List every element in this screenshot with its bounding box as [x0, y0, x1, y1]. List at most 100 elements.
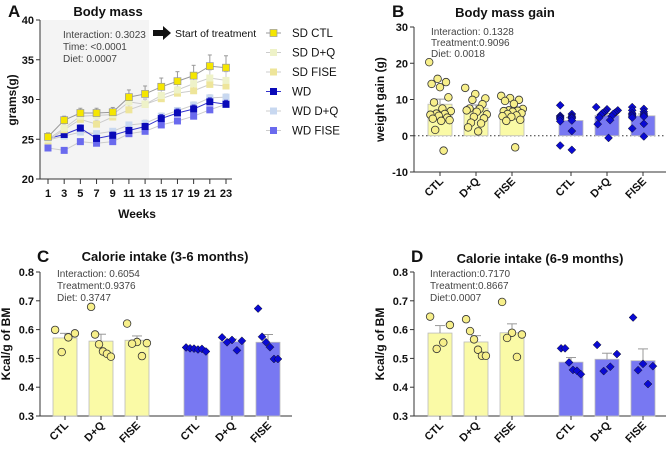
bar-group-wd-dq [217, 333, 247, 417]
data-point [64, 333, 73, 342]
data-point [461, 315, 471, 324]
data-point [222, 337, 232, 347]
data-point [497, 297, 507, 307]
bar-group-wd-ctl [181, 343, 211, 417]
x-tick-label: 21 [204, 188, 216, 200]
data-point [122, 319, 132, 328]
x-tick-label: FISE [492, 420, 518, 446]
data-point [50, 325, 60, 335]
data-point [206, 80, 214, 88]
x-tick-label: 11 [123, 188, 135, 200]
data-point [222, 82, 230, 90]
data-point [564, 358, 574, 367]
data-point [509, 99, 519, 109]
data-point [469, 335, 479, 344]
data-point [560, 343, 570, 353]
panel-d-calorie-intake-6-9-chart: D Calorie intake (6-9 months) 0.3 0.4 0.5 0… [373, 247, 666, 445]
stat-treatment: Treatment:0.9376 [57, 281, 136, 292]
data-point [257, 332, 267, 342]
data-point [593, 119, 603, 129]
legend-marker [270, 49, 277, 56]
x-tick-label: 3 [61, 188, 67, 200]
stat-diet: Diet: 0.0018 [431, 49, 485, 60]
x-tick-label: D+Q [457, 175, 482, 200]
data-point [125, 106, 133, 114]
data-point [444, 93, 453, 102]
data-point [141, 123, 149, 131]
data-point [555, 116, 565, 126]
x-tick-label: CTL [423, 175, 447, 199]
data-point [433, 74, 442, 84]
bar-group-wd-ctl [555, 100, 584, 155]
data-point [76, 128, 84, 136]
stat-interaction: Interaction:0.7170 [430, 269, 510, 280]
stat-interaction: Interaction: 0.3023 [63, 30, 146, 41]
data-point [435, 82, 445, 92]
data-point [108, 108, 117, 117]
bar-group-sd-fise [497, 297, 527, 417]
x-tick-label: CTL [423, 419, 447, 443]
data-point [141, 90, 149, 98]
data-point [173, 109, 181, 117]
data-point [44, 133, 52, 141]
data-point [473, 345, 483, 354]
y-tick-label: 0.8 [19, 267, 34, 279]
stat-diet: Diet: 0.0007 [63, 54, 117, 65]
data-point [261, 337, 271, 347]
data-point [500, 96, 510, 106]
data-point [627, 113, 637, 122]
data-point [648, 361, 658, 371]
y-tick-label: 35 [22, 55, 34, 67]
data-point [237, 336, 247, 346]
data-point [576, 369, 586, 379]
stat-interaction: Interaction: 0.1328 [431, 27, 514, 38]
data-point [173, 117, 181, 125]
data-point [201, 347, 211, 356]
data-point [190, 80, 198, 88]
bar-group-sd-fise [497, 91, 527, 152]
data-point [205, 62, 214, 70]
bar-group-sd-dq [86, 302, 116, 417]
data-point [222, 100, 230, 108]
y-tick-label: 20 [22, 174, 34, 186]
y-tick-label: 0.3 [19, 411, 34, 423]
y-tick-label: 25 [22, 134, 34, 146]
panel-c-calorie-intake-3-6-chart: C Calorie intake (3-6 months) 0.3 0.4 0.5 0… [0, 247, 292, 445]
y-tick-label: 0.5 [19, 353, 34, 365]
panel-a-letter: A [8, 2, 20, 21]
y-tick-label: 20 [396, 58, 408, 70]
bar [183, 348, 209, 417]
x-tick-label: CTL [179, 419, 203, 443]
data-point [190, 105, 198, 113]
x-tick-label: D+Q [82, 419, 107, 444]
data-point [425, 57, 434, 67]
data-point [222, 63, 230, 72]
y-tick-label: 0.6 [19, 325, 34, 337]
y-tick-label: 40 [22, 15, 34, 27]
data-point [439, 146, 448, 155]
bar-group-sd-fise [122, 319, 152, 417]
y-tick-label: 30 [396, 22, 408, 34]
data-point [439, 338, 448, 347]
x-tick-label: CTL [554, 175, 578, 199]
panel-d-title: Calorie intake (6-9 months) [457, 251, 624, 266]
data-point [465, 326, 475, 336]
data-point [125, 121, 133, 129]
y-tick-label: 0.7 [393, 296, 408, 308]
legend-label: SD FISE [292, 67, 337, 79]
x-tick-label: 19 [188, 188, 200, 200]
x-tick-label: CTL [554, 419, 578, 443]
legend-label: WD D+Q [292, 106, 338, 118]
data-point [190, 112, 198, 120]
data-point [60, 146, 68, 154]
data-point [605, 115, 615, 125]
data-point [222, 76, 230, 84]
x-tick-label: 23 [220, 188, 232, 200]
data-point [157, 82, 166, 91]
series-wd [44, 97, 230, 142]
data-point [94, 340, 104, 349]
bar [594, 358, 620, 417]
data-point [461, 83, 470, 93]
panel-c-letter: C [37, 247, 49, 266]
